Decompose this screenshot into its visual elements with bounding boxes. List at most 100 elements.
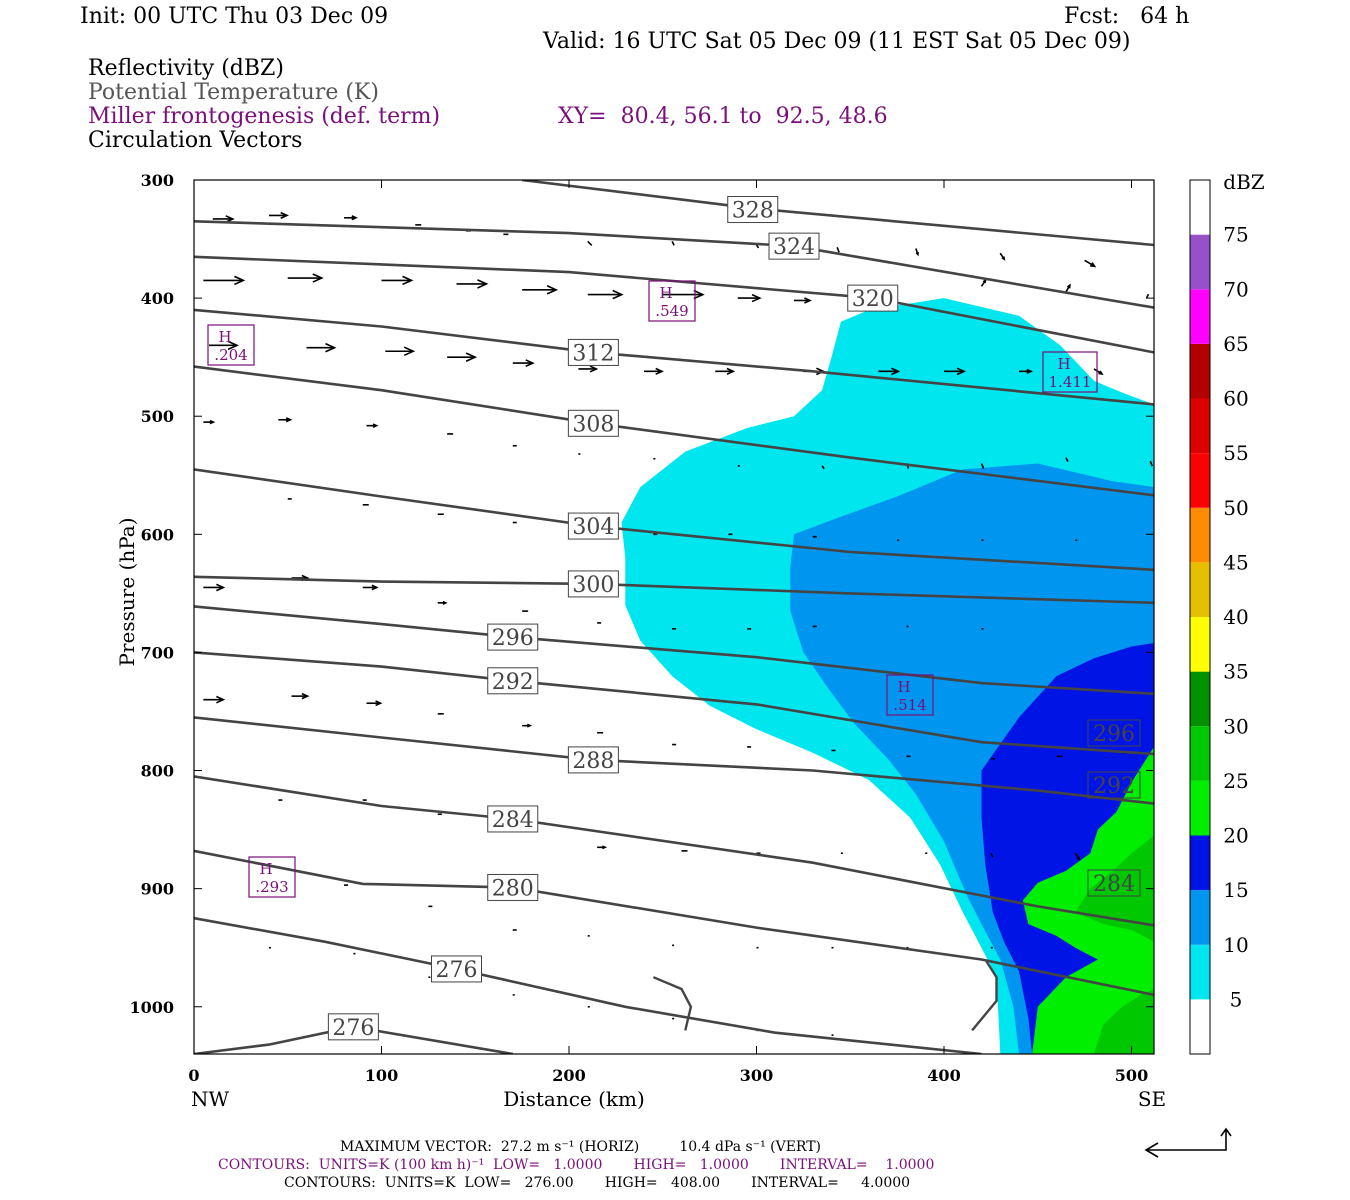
colorbar-label: 45 xyxy=(1223,550,1248,574)
x-left-label: NW xyxy=(191,1087,230,1111)
theta-label: 296 xyxy=(492,626,534,651)
vector-head xyxy=(956,367,966,376)
reference-vector-head xyxy=(1220,1127,1232,1137)
theta-contour-296 xyxy=(194,605,1154,696)
field-vectors: Circulation Vectors xyxy=(88,128,303,153)
colorbar-segment xyxy=(1190,343,1210,399)
theta-label-box xyxy=(567,512,619,540)
frontogenesis-max-value: .293 xyxy=(255,878,288,896)
vector-shaft xyxy=(980,463,985,469)
y-tick-label: 300 xyxy=(141,171,174,190)
y-axis-title: Pressure (hPa) xyxy=(115,518,139,667)
vector-head xyxy=(234,275,246,286)
colorbar-label: 25 xyxy=(1223,769,1248,793)
theta-label-box xyxy=(768,232,820,260)
vector-head xyxy=(804,297,812,304)
init-time: Init: 00 UTC Thu 03 Dec 09 xyxy=(80,4,389,29)
theta-label-box xyxy=(567,746,619,774)
frontogenesis-max-box xyxy=(648,280,696,322)
footer-contours-fronto: CONTOURS: UNITS=K (100 km h)⁻¹ LOW= 1.00… xyxy=(218,1157,935,1173)
refl-25-region xyxy=(1094,989,1154,1054)
vector-head xyxy=(1076,856,1081,861)
circulation-vector xyxy=(203,275,246,286)
x-tick-label: 400 xyxy=(927,1066,960,1085)
theta-label: 328 xyxy=(732,199,774,224)
plot-frame xyxy=(193,179,1155,1055)
circulation-vector xyxy=(915,248,919,257)
circulation-vector xyxy=(1084,259,1097,268)
colorbar-label: 65 xyxy=(1223,332,1248,356)
y-tick-label: 500 xyxy=(141,407,174,426)
theta-contour-320 xyxy=(194,255,1154,354)
y-tick-label: 700 xyxy=(141,643,174,662)
theta-contour-276 xyxy=(971,958,998,1032)
circulation-vector xyxy=(1074,852,1081,861)
colorbar-segment xyxy=(1190,726,1210,781)
colorbar-frame xyxy=(1189,179,1211,1055)
vector-head xyxy=(1026,368,1033,374)
vector-head xyxy=(1090,262,1097,268)
vector-head xyxy=(285,417,293,423)
circulation-vector xyxy=(1019,368,1033,374)
theta-label: 324 xyxy=(773,235,815,260)
vector-shaft xyxy=(1149,460,1153,467)
colorbar-segment xyxy=(1190,835,1210,891)
colorbar-label: 50 xyxy=(1223,496,1248,520)
theta-label-box xyxy=(487,873,539,901)
frontogenesis-max-label: H xyxy=(259,860,272,878)
vector-head xyxy=(601,845,608,850)
colorbar-label: 55 xyxy=(1223,441,1248,465)
colorbar-label: 35 xyxy=(1223,660,1248,684)
theta-label: 296 xyxy=(1093,722,1135,747)
circulation-vector xyxy=(522,723,533,728)
vector-head xyxy=(465,352,478,362)
circulation-vector xyxy=(278,417,293,423)
circulation-vector xyxy=(644,367,664,375)
theta-label-box xyxy=(487,623,539,651)
theta-label-box xyxy=(487,667,539,695)
colorbar-segment xyxy=(1190,617,1210,672)
theta-label: 280 xyxy=(492,876,534,901)
frontogenesis-max-label: H xyxy=(1057,355,1070,373)
colorbar-segment xyxy=(1190,671,1210,727)
vector-head xyxy=(371,584,379,591)
circulation-vector xyxy=(203,583,226,592)
y-tick-label: 800 xyxy=(141,762,174,781)
circulation-vector xyxy=(794,297,812,304)
theta-contour-284 xyxy=(194,775,1154,927)
x-right-label: SE xyxy=(1138,1087,1166,1111)
circulation-vector xyxy=(737,293,762,303)
colorbar-segment xyxy=(1190,944,1210,1000)
vector-head xyxy=(726,367,736,375)
circulation-vector xyxy=(385,346,416,357)
theta-label: 304 xyxy=(572,515,614,540)
vector-head xyxy=(403,346,416,357)
vector-head xyxy=(1098,370,1104,376)
vector-head xyxy=(227,340,239,351)
y-tick-label: 400 xyxy=(141,289,174,308)
theta-label: 292 xyxy=(492,670,534,695)
circulation-vector xyxy=(671,241,675,246)
circulation-vector xyxy=(836,247,840,253)
circulation-vector xyxy=(662,289,705,300)
frontogenesis-max-box xyxy=(207,324,255,366)
reference-vector xyxy=(1147,1130,1227,1151)
circulation-vector xyxy=(522,285,559,295)
circulation-vector xyxy=(203,695,226,704)
y-tick-label: 900 xyxy=(141,880,174,899)
theta-label-box xyxy=(327,1013,379,1041)
circulation-vector xyxy=(821,465,825,470)
circulation-vector xyxy=(980,463,985,469)
theta-label-box xyxy=(1087,869,1141,897)
vector-head xyxy=(525,359,535,367)
theta-label: 300 xyxy=(572,573,614,598)
vector-head xyxy=(442,600,448,605)
vector-head xyxy=(301,692,310,700)
vector-shaft xyxy=(821,465,825,470)
theta-label: 284 xyxy=(492,808,534,833)
vector-shaft xyxy=(836,247,840,253)
vector-head xyxy=(891,367,901,376)
frontogenesis-max-value: .514 xyxy=(893,696,926,714)
theta-label: 292 xyxy=(1093,774,1135,799)
